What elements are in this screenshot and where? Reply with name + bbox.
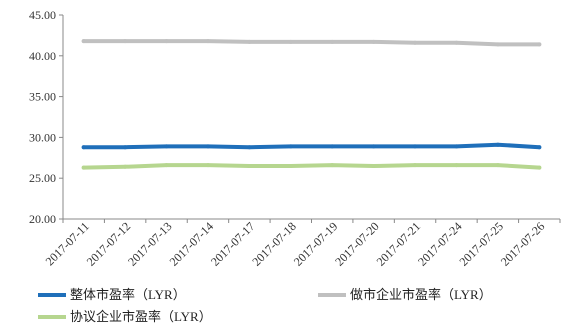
legend-item: 整体市盈率（LYR） [38,287,186,302]
data-point [164,144,169,149]
data-point [454,163,459,168]
series-1 [81,142,542,150]
x-tick-label: 2017-07-11 [43,219,92,268]
data-point [537,145,542,150]
x-tick-label: 2017-07-14 [167,219,216,268]
data-point [247,145,252,150]
x-tick-label: 2017-07-26 [498,219,547,268]
axes: 20.00 25.00 30.00 35.00 40.00 45.00 2017-07-11… [29,8,561,269]
data-point [206,163,210,168]
y-tick-label: 35.00 [29,90,56,104]
data-point [371,144,376,149]
legend-item: 做市企业市盈率（LYR） [318,287,492,302]
data-point [413,144,417,149]
data-point [123,39,128,44]
data-point [495,163,500,168]
y-tick-label: 30.00 [29,130,56,144]
legend-label: 做市企业市盈率（LYR） [350,287,492,302]
legend: 整体市盈率（LYR） 做市企业市盈率（LYR） 协议企业市盈率（LYR） [38,287,492,324]
data-point [123,164,128,169]
x-tick-label: 2017-07-18 [249,219,298,268]
data-point [371,39,376,44]
data-point [288,164,293,168]
data-point [81,145,86,150]
x-tick-label: 2017-07-12 [84,219,133,268]
legend-label: 协议企业市盈率（LYR） [70,309,212,324]
x-tick-label: 2017-07-17 [208,219,257,268]
data-point [164,163,169,168]
data-point [330,163,335,168]
data-point [288,144,293,149]
x-tick-label: 2017-07-21 [374,219,423,268]
data-point [330,39,335,44]
data-point [413,163,417,168]
data-point [454,144,459,149]
y-tick-label: 25.00 [29,171,56,185]
data-point [164,39,169,44]
data-point [537,165,542,170]
series-2 [81,39,542,47]
x-tick-label: 2017-07-19 [291,219,340,268]
data-point [371,164,376,168]
data-point [454,40,459,45]
x-tick-label: 2017-07-25 [456,219,505,268]
y-tick-label: 40.00 [29,49,56,63]
y-tick-label: 20.00 [29,212,56,226]
series-line [81,142,542,150]
x-tick-label: 2017-07-20 [332,219,381,268]
data-point [495,142,500,147]
x-tick-label: 2017-07-13 [125,219,174,268]
y-tick-label: 45.00 [29,8,56,22]
legend-item: 协议企业市盈率（LYR） [38,309,212,324]
data-point [206,39,210,44]
data-point [495,42,500,47]
data-point [288,39,293,44]
data-point [247,39,252,44]
data-point [81,39,86,44]
series-layer [81,39,542,170]
data-point [330,144,335,149]
series-line [81,39,542,47]
data-point [123,145,128,150]
x-tick-label: 2017-07-24 [415,219,464,268]
data-point [247,164,252,168]
series-line [81,163,542,170]
data-point [413,40,417,45]
legend-label: 整体市盈率（LYR） [70,287,186,302]
data-point [537,42,542,47]
series-3 [81,163,542,170]
data-point [206,144,210,149]
data-point [81,165,86,170]
